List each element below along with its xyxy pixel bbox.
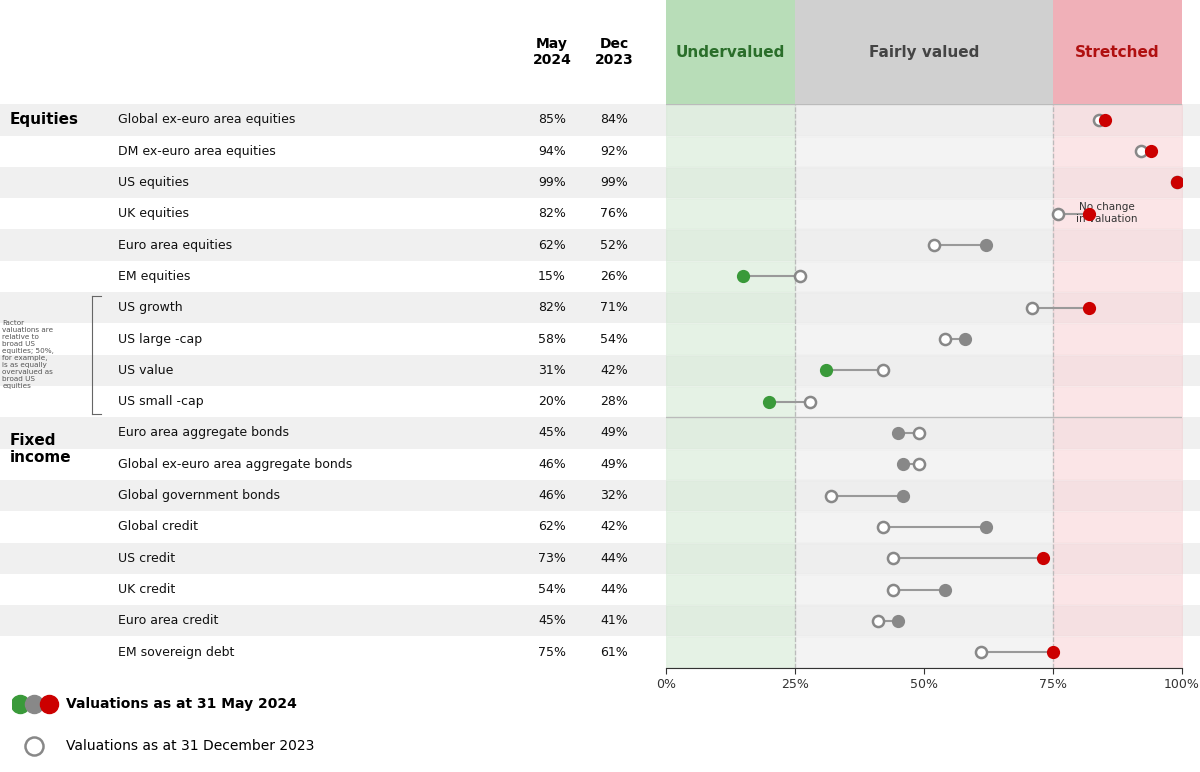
Text: 41%: 41% <box>600 615 629 628</box>
Text: Global ex-euro area equities: Global ex-euro area equities <box>118 113 295 127</box>
Text: No change
in valuation: No change in valuation <box>1076 202 1138 224</box>
Text: UK equities: UK equities <box>118 208 188 220</box>
Text: 42%: 42% <box>600 520 629 533</box>
Text: Euro area equities: Euro area equities <box>118 239 232 252</box>
Text: 62%: 62% <box>538 520 566 533</box>
Text: May
2024: May 2024 <box>533 37 571 67</box>
Text: US credit: US credit <box>118 552 175 564</box>
Text: Factor
valuations are
relative to
broad US
equities; 50%,
for example,
is as equ: Factor valuations are relative to broad … <box>2 320 54 389</box>
Text: 54%: 54% <box>538 583 566 596</box>
Text: DM ex-euro area equities: DM ex-euro area equities <box>118 144 275 157</box>
Text: Fixed
income: Fixed income <box>10 433 71 466</box>
Text: 20%: 20% <box>538 395 566 408</box>
Text: 58%: 58% <box>538 333 566 346</box>
Text: 49%: 49% <box>600 426 629 439</box>
Text: 61%: 61% <box>600 645 629 659</box>
Text: Valuations as at 31 December 2023: Valuations as at 31 December 2023 <box>66 739 314 753</box>
Text: 52%: 52% <box>600 239 629 252</box>
Text: Undervalued: Undervalued <box>676 45 785 59</box>
Text: Global government bonds: Global government bonds <box>118 489 280 502</box>
Text: US large -cap: US large -cap <box>118 333 202 346</box>
Text: Equities: Equities <box>10 113 79 127</box>
Text: 85%: 85% <box>538 113 566 127</box>
Text: 45%: 45% <box>538 426 566 439</box>
Text: Global ex-euro area aggregate bonds: Global ex-euro area aggregate bonds <box>118 458 352 471</box>
Text: US small -cap: US small -cap <box>118 395 203 408</box>
Text: 44%: 44% <box>600 583 629 596</box>
Text: US growth: US growth <box>118 301 182 314</box>
Text: 28%: 28% <box>600 395 629 408</box>
Text: 32%: 32% <box>600 489 629 502</box>
Text: Valuations as at 31 May 2024: Valuations as at 31 May 2024 <box>66 697 296 711</box>
Text: 54%: 54% <box>600 333 629 346</box>
Text: Global credit: Global credit <box>118 520 198 533</box>
Text: 46%: 46% <box>538 458 566 471</box>
Text: 82%: 82% <box>538 301 566 314</box>
Text: EM equities: EM equities <box>118 270 190 283</box>
Text: 46%: 46% <box>538 489 566 502</box>
Text: 45%: 45% <box>538 615 566 628</box>
Text: 42%: 42% <box>600 364 629 377</box>
Text: 84%: 84% <box>600 113 629 127</box>
Text: 15%: 15% <box>538 270 566 283</box>
Text: 75%: 75% <box>538 645 566 659</box>
Text: Euro area credit: Euro area credit <box>118 615 218 628</box>
Text: 99%: 99% <box>600 176 629 189</box>
Text: 82%: 82% <box>538 208 566 220</box>
Text: Stretched: Stretched <box>1075 45 1160 59</box>
Text: US equities: US equities <box>118 176 188 189</box>
Text: 71%: 71% <box>600 301 629 314</box>
Text: 31%: 31% <box>538 364 566 377</box>
Text: 99%: 99% <box>538 176 566 189</box>
Text: Euro area aggregate bonds: Euro area aggregate bonds <box>118 426 289 439</box>
Text: 44%: 44% <box>600 552 629 564</box>
Text: US value: US value <box>118 364 173 377</box>
Text: 73%: 73% <box>538 552 566 564</box>
Text: Dec
2023: Dec 2023 <box>595 37 634 67</box>
Text: 94%: 94% <box>538 144 566 157</box>
Text: 49%: 49% <box>600 458 629 471</box>
Text: 76%: 76% <box>600 208 629 220</box>
Text: UK credit: UK credit <box>118 583 175 596</box>
Text: EM sovereign debt: EM sovereign debt <box>118 645 234 659</box>
Text: 26%: 26% <box>600 270 629 283</box>
Text: Fairly valued: Fairly valued <box>869 45 979 59</box>
Text: 62%: 62% <box>538 239 566 252</box>
Text: 92%: 92% <box>600 144 629 157</box>
